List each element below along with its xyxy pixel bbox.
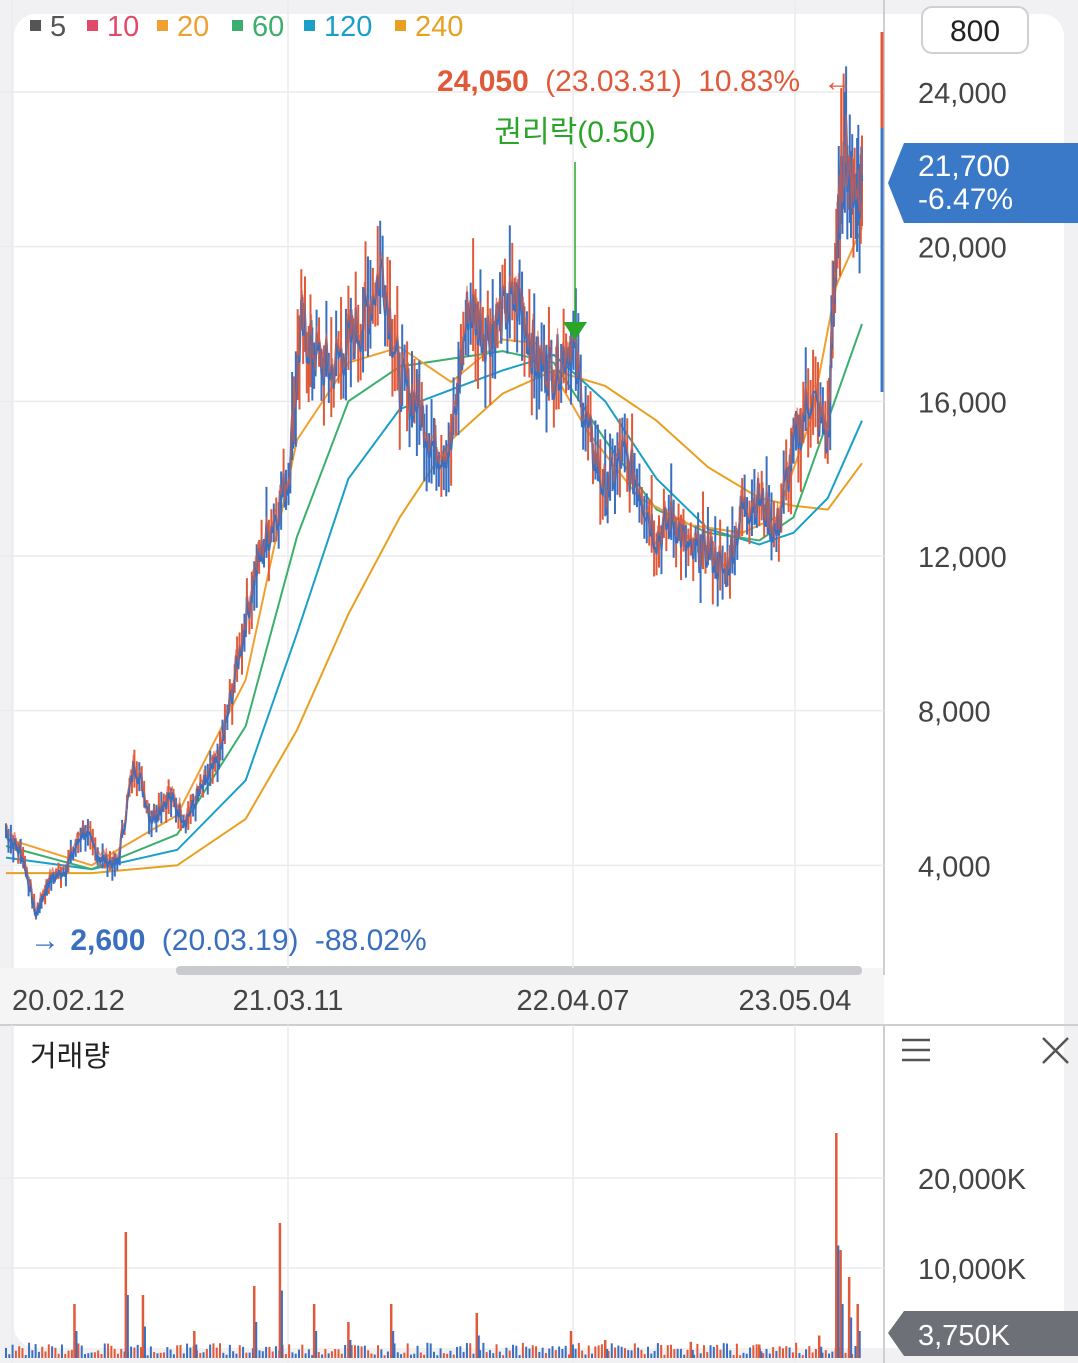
volume-current-value: 3,750K bbox=[918, 1320, 1011, 1352]
volume-bars bbox=[5, 1133, 861, 1358]
legend-label[interactable]: 20 bbox=[177, 11, 209, 43]
current-price-badge bbox=[888, 143, 1078, 223]
dividend-label: 권리락(0.50) bbox=[494, 116, 655, 149]
legend-swatch bbox=[304, 20, 315, 31]
legend-swatch bbox=[30, 20, 41, 31]
current-change: -6.47% bbox=[918, 183, 1013, 216]
ma-legend[interactable]: 5 10 20 60 120 240 bbox=[30, 11, 463, 43]
menu-icon[interactable] bbox=[902, 1038, 930, 1062]
volume-tick-label: 20,000K bbox=[918, 1164, 1027, 1196]
x-tick-label: 21.03.11 bbox=[233, 985, 344, 1017]
x-tick-label: 20.02.12 bbox=[12, 985, 125, 1017]
y-tick-label: 24,000 bbox=[918, 78, 1007, 110]
low-value: 2,600 bbox=[70, 924, 145, 957]
high-pct: 10.83% bbox=[698, 65, 800, 98]
legend-label[interactable]: 240 bbox=[415, 11, 463, 43]
low-annotation: → 2,600 (20.03.19) -88.02% bbox=[30, 924, 427, 957]
high-arrow-icon: ← bbox=[823, 65, 853, 98]
legend-label[interactable]: 120 bbox=[324, 11, 372, 43]
price-series bbox=[5, 66, 864, 920]
low-date: (20.03.19) bbox=[162, 924, 299, 957]
legend-swatch bbox=[232, 20, 243, 31]
x-tick-label: 22.04.07 bbox=[517, 985, 630, 1017]
close-icon[interactable] bbox=[1042, 1037, 1069, 1064]
period-button-label[interactable]: 800 bbox=[950, 15, 1000, 48]
y-tick-label: 12,000 bbox=[918, 542, 1007, 574]
volume-tick-label: 10,000K bbox=[918, 1254, 1027, 1286]
y-tick-label: 4,000 bbox=[918, 851, 991, 883]
legend-swatch bbox=[87, 20, 98, 31]
volume-panel-title: 거래량 bbox=[30, 1041, 110, 1073]
dividend-marker-icon bbox=[563, 322, 587, 340]
current-price: 21,700 bbox=[918, 150, 1010, 183]
period-button[interactable] bbox=[921, 6, 1029, 54]
y-tick-label: 20,000 bbox=[918, 233, 1007, 265]
legend-swatch bbox=[395, 20, 406, 31]
volume-current-badge bbox=[888, 1311, 1078, 1356]
legend-label[interactable]: 10 bbox=[107, 11, 139, 43]
horizontal-scrollbar[interactable] bbox=[176, 966, 862, 975]
legend-label[interactable]: 5 bbox=[50, 11, 66, 43]
high-date: (23.03.31) bbox=[545, 65, 682, 98]
price-line-up bbox=[5, 114, 863, 913]
high-value: 24,050 bbox=[437, 65, 529, 98]
x-tick-label: 23.05.04 bbox=[739, 985, 852, 1017]
grid-lines bbox=[0, 0, 884, 1363]
chart-card bbox=[14, 14, 1064, 1348]
price-line bbox=[5, 120, 864, 920]
x-axis-strip bbox=[0, 968, 884, 1025]
legend-swatch bbox=[157, 20, 168, 31]
y-tick-label: 8,000 bbox=[918, 697, 991, 729]
low-pct: -88.02% bbox=[315, 924, 427, 957]
high-annotation: 24,050 (23.03.31) 10.83% bbox=[437, 65, 800, 98]
low-arrow-icon: → bbox=[30, 924, 60, 957]
axis-ticks: 24,000 20,000 16,000 12,000 8,000 4,000 20.02.… bbox=[12, 78, 1027, 1286]
y-tick-label: 16,000 bbox=[918, 387, 1007, 419]
legend-label[interactable]: 60 bbox=[252, 11, 284, 43]
